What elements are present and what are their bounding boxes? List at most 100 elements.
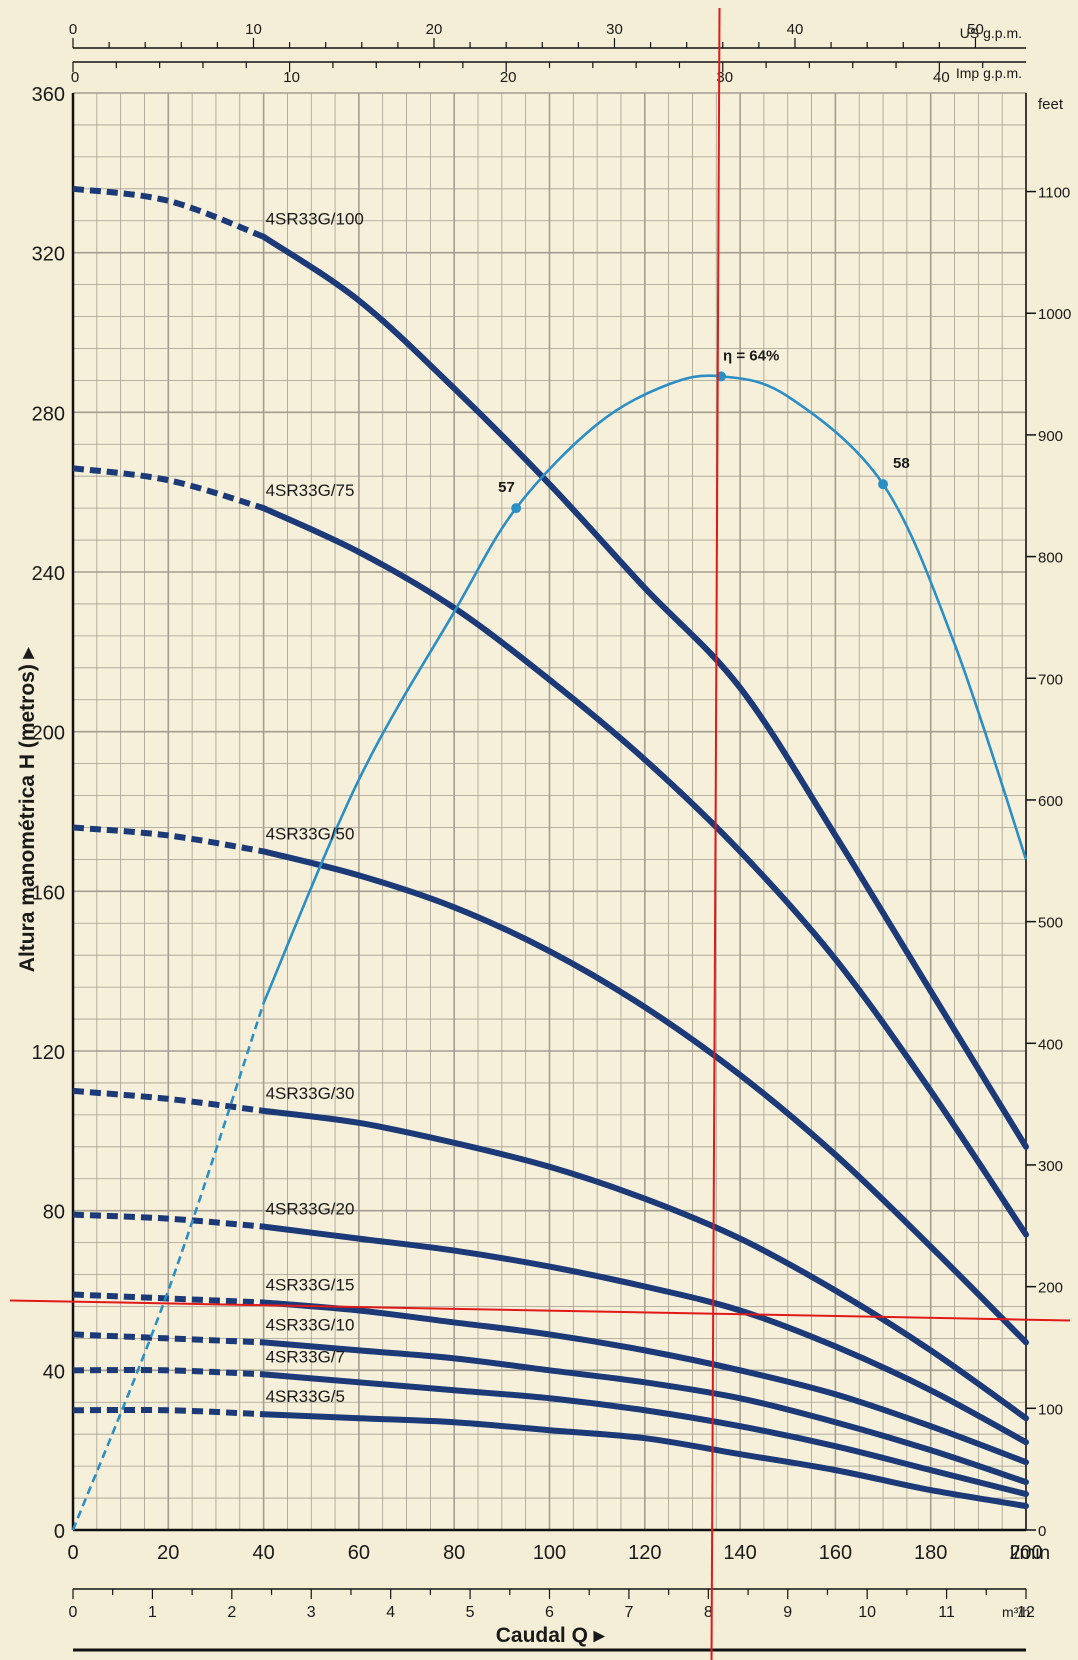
lmin-tick-label: 140	[723, 1542, 756, 1564]
impgpm-tick-label: 0	[71, 69, 79, 86]
curve-4sr33g-75	[260, 505, 1029, 1238]
usgpm-tick-label: 30	[606, 21, 623, 38]
impgpm-tick-label: 10	[283, 69, 300, 86]
series-label-4sr33g-7: 4SR33G/7	[266, 1347, 345, 1366]
y-axis-title: Altura manométrica H (metros) ▸	[16, 646, 39, 972]
m3h-tick-label: 6	[545, 1604, 554, 1621]
efficiency-point-label: 57	[498, 479, 515, 496]
head-tick-label: 160	[32, 882, 65, 904]
impgpm-tick-label: 30	[716, 69, 733, 86]
curve-4sr33g-75-dashed	[72, 465, 265, 512]
head-tick-label: 240	[32, 563, 65, 585]
head-tick-label: 40	[43, 1361, 65, 1383]
m3h-tick-label: 9	[783, 1604, 792, 1621]
m3h-tick-label: 1	[148, 1604, 157, 1621]
red-horizontal-marker	[9, 1299, 1071, 1322]
m3h-tick-label: 2	[227, 1604, 236, 1621]
curve-4sr33g-20-dashed	[72, 1211, 264, 1230]
impgpm-tick-label: 20	[500, 69, 517, 86]
m3h-tick-label: 10	[858, 1604, 876, 1621]
efficiency-point	[511, 503, 522, 514]
feet-unit-label: feet	[1038, 96, 1064, 113]
head-tick-label: 280	[32, 403, 65, 425]
usgpm-tick-label: 50	[967, 21, 984, 38]
feet-tick-label: 900	[1038, 428, 1063, 445]
head-tick-label: 80	[43, 1202, 65, 1224]
lmin-tick-label: 160	[819, 1542, 852, 1564]
curve-4sr33g-100	[260, 233, 1029, 1150]
efficiency-curve	[262, 374, 1028, 1004]
efficiency-point	[878, 479, 889, 490]
usgpm-tick-label: 20	[426, 21, 443, 38]
impgpm-tick-label: 40	[933, 69, 950, 86]
feet-tick-label: 200	[1038, 1280, 1063, 1297]
lmin-tick-label: 0	[67, 1542, 78, 1564]
feet-tick-label: 100	[1038, 1401, 1063, 1418]
head-tick-label: 200	[32, 723, 65, 745]
curves	[71, 185, 1029, 1531]
head-tick-label: 320	[32, 244, 65, 266]
m3h-tick-label: 3	[307, 1604, 316, 1621]
lmin-unit-label: l/min	[1010, 1543, 1050, 1564]
lmin-tick-label: 20	[157, 1542, 179, 1564]
curve-4sr33g-7-dashed	[72, 1367, 264, 1378]
lmin-tick-label: 60	[348, 1542, 370, 1564]
lmin-tick-label: 80	[443, 1542, 465, 1564]
head-tick-label: 0	[54, 1521, 65, 1543]
efficiency-point-label: η = 64%	[723, 347, 779, 364]
m3h-tick-label: 0	[69, 1604, 78, 1621]
m3h-tick-label: 4	[386, 1604, 395, 1621]
feet-tick-label: 700	[1038, 671, 1063, 688]
head-tick-label: 360	[32, 84, 65, 106]
curve-4sr33g-10	[260, 1339, 1029, 1486]
x-axis-title: Caudal Q ▸	[496, 1624, 606, 1647]
curve-4sr33g-5	[260, 1411, 1029, 1510]
curve-4sr33g-15	[260, 1299, 1029, 1466]
series-label-4sr33g-50: 4SR33G/50	[266, 824, 355, 843]
lmin-tick-label: 100	[533, 1542, 566, 1564]
impgpm-unit-label: Imp g.p.m.	[956, 65, 1022, 81]
lmin-tick-label: 200	[1009, 1542, 1042, 1564]
m3h-unit-label: m³/h	[1002, 1604, 1030, 1620]
lmin-tick-label: 40	[252, 1542, 274, 1564]
curve-labels: 4SR33G/100 4SR33G/75 4SR33G/50 4SR33G/30 4SR…	[266, 210, 910, 1407]
red-vertical-marker	[710, 7, 721, 1660]
series-label-4sr33g-20: 4SR33G/20	[266, 1200, 355, 1219]
series-label-4sr33g-10: 4SR33G/10	[266, 1315, 355, 1334]
usgpm-unit-label: US g.p.m.	[960, 25, 1022, 41]
series-label-4sr33g-30: 4SR33G/30	[266, 1084, 355, 1103]
curve-4sr33g-30-dashed	[72, 1087, 264, 1114]
series-label-4sr33g-75: 4SR33G/75	[266, 481, 355, 500]
feet-tick-label: 400	[1038, 1036, 1063, 1053]
feet-tick-label: 1100	[1038, 185, 1070, 202]
m3h-tick-label: 8	[704, 1604, 713, 1621]
red-markers	[9, 7, 1071, 1660]
curve-4sr33g-30	[260, 1107, 1029, 1422]
curve-4sr33g-7	[260, 1371, 1029, 1498]
feet-tick-label: 800	[1038, 550, 1063, 567]
curve-4sr33g-5-dashed	[72, 1406, 264, 1418]
axes: 0408012016020024028032036001002003004005…	[16, 21, 1071, 1652]
grid	[72, 92, 1027, 1531]
feet-tick-label: 0	[1038, 1523, 1046, 1540]
series-label-4sr33g-100: 4SR33G/100	[266, 210, 364, 229]
feet-tick-label: 1000	[1038, 306, 1071, 323]
lmin-tick-label: 180	[914, 1542, 947, 1564]
usgpm-tick-label: 0	[69, 21, 77, 38]
curve-4sr33g-50-dashed	[72, 824, 265, 855]
series-label-4sr33g-5: 4SR33G/5	[266, 1387, 345, 1406]
feet-tick-label: 600	[1038, 793, 1063, 810]
curve-4sr33g-100-dashed	[72, 185, 265, 240]
m3h-tick-label: 11	[938, 1604, 955, 1621]
lmin-tick-label: 120	[628, 1542, 661, 1564]
m3h-tick-label: 12	[1017, 1604, 1035, 1621]
curve-4sr33g-15-dashed	[72, 1291, 264, 1306]
head-tick-label: 120	[32, 1042, 65, 1064]
efficiency-point-label: 58	[893, 455, 910, 472]
curve-4sr33g-20	[260, 1223, 1029, 1446]
series-label-4sr33g-15: 4SR33G/15	[266, 1275, 355, 1294]
m3h-tick-label: 5	[466, 1604, 475, 1621]
m3h-tick-label: 7	[624, 1604, 633, 1621]
feet-tick-label: 300	[1038, 1158, 1063, 1175]
